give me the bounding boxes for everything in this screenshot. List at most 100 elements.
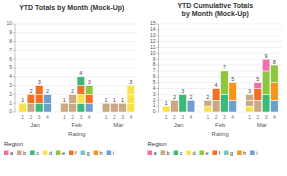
bar-segment <box>221 71 229 94</box>
total-label: 2 <box>189 94 192 100</box>
y-tick-label: 14 <box>150 26 156 32</box>
legend-label: h <box>243 150 246 156</box>
bar-segment <box>77 77 85 86</box>
total-label: 2 <box>71 88 74 94</box>
bar-segment <box>85 94 93 103</box>
legend-swatch <box>69 151 74 156</box>
total-label: 2 <box>46 88 49 94</box>
bar-segment <box>171 100 179 112</box>
total-label: 1 <box>121 97 124 103</box>
legend-label: b <box>23 150 26 156</box>
legend-swatch <box>107 151 112 156</box>
bar-segment <box>254 83 262 89</box>
y-tick <box>157 94 159 95</box>
labels: 11223324Jan21427354Feb31529384Mar <box>165 53 276 128</box>
chart-title: YTD Cumulative Totalsby Month (Mock-Up) <box>177 2 253 18</box>
grid-line <box>159 41 283 42</box>
legend-swatch <box>94 151 99 156</box>
legend-swatch <box>224 151 229 156</box>
grid-line <box>15 68 139 69</box>
bar-segment <box>127 94 135 103</box>
legend-label: h <box>100 150 103 156</box>
group-label: 3 <box>223 114 226 120</box>
total-label: 3 <box>248 88 251 94</box>
y-axis-line <box>158 24 159 112</box>
x-axis-label: Rating <box>212 131 229 137</box>
total-label: 7 <box>223 64 226 70</box>
total-label: 1 <box>113 97 116 103</box>
legend-swatch <box>30 151 35 156</box>
legend-swatch <box>148 151 153 156</box>
bar-segment <box>69 94 77 103</box>
y-tick-label: 11 <box>150 44 155 50</box>
bar-segment <box>69 103 77 112</box>
y-tick-label: 7 <box>153 67 156 73</box>
legend-label: i <box>256 150 257 156</box>
bar-segment <box>119 103 127 112</box>
legend-label: e <box>205 150 208 156</box>
y-tick-label: 10 <box>6 20 12 26</box>
legend-swatch <box>43 151 48 156</box>
chart-title-line: YTD Cumulative Totals <box>177 2 253 9</box>
grid-line <box>159 29 283 30</box>
y-tick <box>13 41 15 42</box>
month-label: Mar <box>257 122 267 128</box>
grid-line <box>15 50 139 51</box>
y-tick-label: 0 <box>153 108 156 114</box>
bar-segment <box>187 100 195 112</box>
y-tick-label: 8 <box>153 61 156 67</box>
y-tick <box>13 24 15 25</box>
legend-label: a <box>154 150 158 156</box>
bar-segment <box>254 89 262 101</box>
y-tick-label: 1 <box>9 100 12 106</box>
total-label: 2 <box>29 88 32 94</box>
group-label: 1 <box>105 114 108 120</box>
plot-area <box>15 24 139 112</box>
legend-label: i <box>113 150 114 156</box>
month-label: Feb <box>215 122 226 128</box>
total-label: 3 <box>88 79 91 85</box>
legend-label: d <box>192 150 195 156</box>
total-label: 9 <box>265 53 268 59</box>
chart-title: YTD Totals by Month (Mock-Up) <box>19 4 124 12</box>
total-label: 2 <box>206 94 209 100</box>
bar-segment <box>77 94 85 103</box>
legend-label: d <box>49 150 52 156</box>
bar-segment <box>212 100 220 112</box>
legend-label: f <box>75 150 77 156</box>
bars <box>162 59 278 112</box>
legend-swatch <box>81 151 86 156</box>
chart-title-line: by Month (Mock-Up) <box>182 10 249 18</box>
group-label: 2 <box>113 114 116 120</box>
y-tick-label: 2 <box>153 97 156 103</box>
legend-swatch <box>250 151 255 156</box>
grid-line <box>15 24 139 25</box>
legend-swatch <box>199 151 204 156</box>
y-tick <box>157 24 159 25</box>
y-tick <box>157 88 159 89</box>
legend-label: c <box>180 150 183 156</box>
bar-segment <box>61 103 69 112</box>
legend-swatch <box>56 151 61 156</box>
y-tick-label: 6 <box>153 73 156 79</box>
y-tick <box>157 65 159 66</box>
total-label: 3 <box>181 88 184 94</box>
bar-segment <box>27 94 35 103</box>
group-label: 3 <box>121 114 124 120</box>
bar-segment <box>44 103 52 112</box>
bar-segment <box>271 100 279 112</box>
bar-segment <box>77 103 85 112</box>
group-label: 3 <box>181 114 184 120</box>
group-label: 4 <box>88 114 91 120</box>
bar-segment <box>44 94 52 103</box>
y-tick-label: 5 <box>9 64 12 70</box>
total-label: 3 <box>129 79 132 85</box>
bar-segment <box>127 86 135 95</box>
month-label: Mar <box>113 122 123 128</box>
y-tick-label: 8 <box>9 38 12 44</box>
bar-segment <box>204 100 212 106</box>
y-tick-label: 6 <box>9 56 12 62</box>
legend-label: g <box>230 150 233 156</box>
group-label: 1 <box>165 114 168 120</box>
legend-label: a <box>10 150 14 156</box>
